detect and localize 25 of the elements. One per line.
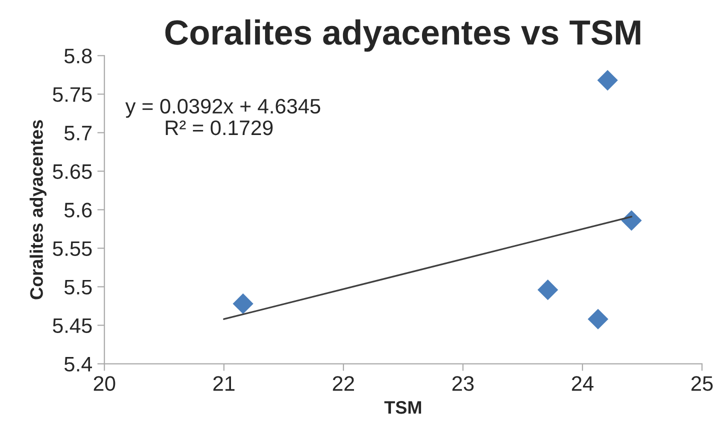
x-tick-label: 20 bbox=[94, 376, 116, 391]
y-tick-label: 5.75 bbox=[52, 87, 92, 102]
x-tick-label: 23 bbox=[452, 376, 474, 391]
point bbox=[232, 293, 254, 314]
chart-title: Coralites adyacentes vs TSM bbox=[165, 19, 640, 52]
y-tick-label: 5.6 bbox=[64, 202, 92, 218]
annotation: R² = 0.1729 bbox=[166, 120, 273, 136]
y-tick-label: 5.45 bbox=[52, 318, 92, 334]
x-axis-title: TSM bbox=[384, 401, 422, 414]
point bbox=[538, 280, 558, 300]
y-axis-title: Coralites adyacentes bbox=[30, 120, 46, 300]
y-tick-label: 5.5 bbox=[64, 280, 92, 295]
y-tick-label: 5.4 bbox=[64, 357, 92, 372]
y-tick-label: 5.65 bbox=[52, 164, 92, 179]
x-tick-label: 24 bbox=[572, 376, 594, 391]
point bbox=[588, 308, 608, 330]
x-tick-label: 25 bbox=[691, 376, 713, 391]
point bbox=[621, 210, 642, 231]
annotation: y = 0.0392x + 4.6345 bbox=[125, 98, 320, 118]
x-tick-label: 21 bbox=[213, 376, 234, 391]
y-tick-label: 5.55 bbox=[52, 241, 92, 256]
y-tick-label: 5.7 bbox=[64, 126, 92, 140]
point bbox=[597, 70, 618, 91]
x-tick-label: 22 bbox=[332, 376, 354, 391]
y-tick-label: 5.8 bbox=[64, 48, 92, 64]
